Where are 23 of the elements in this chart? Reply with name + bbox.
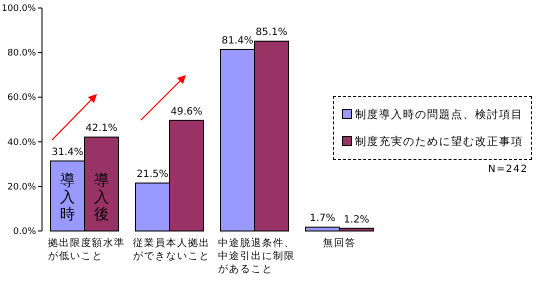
y-tick-label: 40.0%: [7, 138, 36, 148]
annotation: 導入時: [60, 171, 76, 224]
text: 21.5%: [136, 169, 168, 180]
x-tick-label: 従業員本人拠出ができないこと: [133, 237, 211, 263]
text: 31.4%: [52, 146, 84, 158]
y-tick-label: 100.0%: [2, 4, 36, 14]
text: 1.7%: [310, 213, 336, 224]
text: 85.1%: [256, 27, 288, 38]
y-tick-label: 20.0%: [7, 182, 36, 192]
y-tick-label: 0.0%: [13, 227, 36, 237]
x-tick-label: 中途脱退条件、中途引出に制限があること: [218, 237, 296, 276]
text: N=242: [488, 164, 528, 175]
x-tick-label: 拠出限度額水準が低いこと: [48, 237, 126, 263]
text: 49.6%: [170, 106, 202, 118]
legend-label: 制度充実のために望む改正事項: [354, 134, 523, 150]
annotation: 導入後: [94, 171, 110, 224]
text: 1.2%: [344, 214, 370, 226]
x-tick-label: 無回答: [322, 237, 357, 250]
legend-label: 制度導入時の問題点、検討項目: [354, 107, 523, 123]
y-tick-label: 60.0%: [7, 93, 36, 104]
y-tick-label: 80.0%: [7, 48, 36, 59]
text: 42.1%: [86, 123, 118, 134]
text: 81.4%: [222, 35, 254, 46]
